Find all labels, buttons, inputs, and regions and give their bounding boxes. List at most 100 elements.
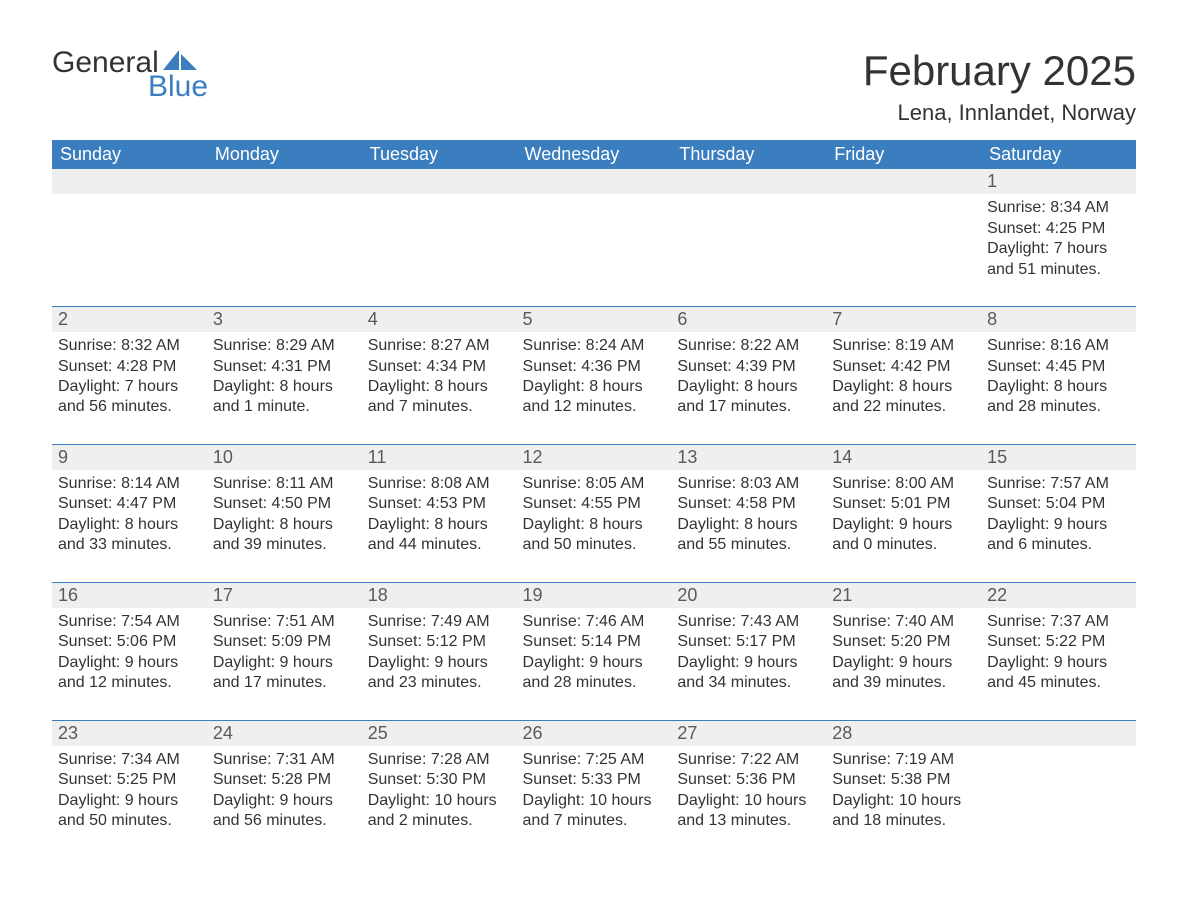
sunrise-line: Sunrise: 7:46 AM [523, 612, 666, 632]
day-number-cell: 10 [207, 445, 362, 470]
daynum-row: 1 [52, 169, 1136, 194]
day-body-cell: Sunrise: 7:57 AMSunset: 5:04 PMDaylight:… [981, 470, 1136, 582]
day2-line: and 28 minutes. [987, 397, 1130, 417]
day1-line: Daylight: 7 hours [987, 239, 1130, 259]
day-body-cell: Sunrise: 8:03 AMSunset: 4:58 PMDaylight:… [671, 470, 826, 582]
day-number-cell: 22 [981, 583, 1136, 608]
day-number-cell: 25 [362, 721, 517, 746]
day-body-cell [207, 194, 362, 306]
sunset-line: Sunset: 4:47 PM [58, 494, 201, 514]
day-body-cell: Sunrise: 8:24 AMSunset: 4:36 PMDaylight:… [517, 332, 672, 444]
day-number-cell [207, 169, 362, 194]
day-body-cell: Sunrise: 7:37 AMSunset: 5:22 PMDaylight:… [981, 608, 1136, 720]
day-body-cell: Sunrise: 7:28 AMSunset: 5:30 PMDaylight:… [362, 746, 517, 858]
day1-line: Daylight: 10 hours [368, 791, 511, 811]
day-body-cell [671, 194, 826, 306]
sunset-line: Sunset: 4:50 PM [213, 494, 356, 514]
day-body-cell: Sunrise: 8:22 AMSunset: 4:39 PMDaylight:… [671, 332, 826, 444]
sunrise-line: Sunrise: 7:31 AM [213, 750, 356, 770]
day-body-cell: Sunrise: 8:19 AMSunset: 4:42 PMDaylight:… [826, 332, 981, 444]
day1-line: Daylight: 9 hours [213, 653, 356, 673]
sunrise-line: Sunrise: 8:22 AM [677, 336, 820, 356]
sunrise-line: Sunrise: 7:34 AM [58, 750, 201, 770]
daybody-row: Sunrise: 8:14 AMSunset: 4:47 PMDaylight:… [52, 470, 1136, 582]
day1-line: Daylight: 8 hours [523, 515, 666, 535]
day-body-cell: Sunrise: 8:16 AMSunset: 4:45 PMDaylight:… [981, 332, 1136, 444]
sunrise-line: Sunrise: 8:05 AM [523, 474, 666, 494]
day1-line: Daylight: 8 hours [368, 377, 511, 397]
sunrise-line: Sunrise: 7:40 AM [832, 612, 975, 632]
sunset-line: Sunset: 5:06 PM [58, 632, 201, 652]
day1-line: Daylight: 10 hours [832, 791, 975, 811]
day2-line: and 23 minutes. [368, 673, 511, 693]
sunrise-line: Sunrise: 8:16 AM [987, 336, 1130, 356]
sunset-line: Sunset: 5:33 PM [523, 770, 666, 790]
day1-line: Daylight: 7 hours [58, 377, 201, 397]
day1-line: Daylight: 10 hours [677, 791, 820, 811]
sunset-line: Sunset: 4:58 PM [677, 494, 820, 514]
day1-line: Daylight: 8 hours [523, 377, 666, 397]
day-body-cell: Sunrise: 7:54 AMSunset: 5:06 PMDaylight:… [52, 608, 207, 720]
sunrise-line: Sunrise: 8:24 AM [523, 336, 666, 356]
day2-line: and 51 minutes. [987, 260, 1130, 280]
header-row: General Blue February 2025 Lena, Innland… [52, 48, 1136, 126]
sunrise-line: Sunrise: 8:11 AM [213, 474, 356, 494]
day-number-cell: 16 [52, 583, 207, 608]
day-number-cell: 2 [52, 307, 207, 332]
day2-line: and 7 minutes. [523, 811, 666, 831]
day-body-cell: Sunrise: 7:19 AMSunset: 5:38 PMDaylight:… [826, 746, 981, 858]
sunrise-line: Sunrise: 8:08 AM [368, 474, 511, 494]
sunset-line: Sunset: 4:39 PM [677, 357, 820, 377]
day-body-cell: Sunrise: 8:05 AMSunset: 4:55 PMDaylight:… [517, 470, 672, 582]
day2-line: and 44 minutes. [368, 535, 511, 555]
sunset-line: Sunset: 4:34 PM [368, 357, 511, 377]
sunrise-line: Sunrise: 7:49 AM [368, 612, 511, 632]
logo: General Blue [52, 48, 208, 102]
sunset-line: Sunset: 5:22 PM [987, 632, 1130, 652]
day-number-cell: 21 [826, 583, 981, 608]
day2-line: and 34 minutes. [677, 673, 820, 693]
sunrise-line: Sunrise: 7:25 AM [523, 750, 666, 770]
sunrise-line: Sunrise: 7:22 AM [677, 750, 820, 770]
day2-line: and 22 minutes. [832, 397, 975, 417]
day-body-cell: Sunrise: 7:22 AMSunset: 5:36 PMDaylight:… [671, 746, 826, 858]
day-number-cell: 4 [362, 307, 517, 332]
sunrise-line: Sunrise: 8:03 AM [677, 474, 820, 494]
day-number-cell [517, 169, 672, 194]
day2-line: and 7 minutes. [368, 397, 511, 417]
day-number-cell [671, 169, 826, 194]
col-header: Thursday [671, 140, 826, 169]
day-number-cell: 17 [207, 583, 362, 608]
day1-line: Daylight: 9 hours [58, 791, 201, 811]
sunset-line: Sunset: 4:53 PM [368, 494, 511, 514]
day-number-cell: 6 [671, 307, 826, 332]
day2-line: and 1 minute. [213, 397, 356, 417]
page-title: February 2025 [863, 48, 1136, 94]
day2-line: and 33 minutes. [58, 535, 201, 555]
day1-line: Daylight: 9 hours [832, 653, 975, 673]
day2-line: and 2 minutes. [368, 811, 511, 831]
day2-line: and 56 minutes. [58, 397, 201, 417]
day1-line: Daylight: 8 hours [368, 515, 511, 535]
col-header: Monday [207, 140, 362, 169]
sunrise-line: Sunrise: 7:28 AM [368, 750, 511, 770]
day-number-cell [981, 721, 1136, 746]
day2-line: and 28 minutes. [523, 673, 666, 693]
day1-line: Daylight: 9 hours [677, 653, 820, 673]
sunrise-line: Sunrise: 8:00 AM [832, 474, 975, 494]
day-number-cell: 18 [362, 583, 517, 608]
sunset-line: Sunset: 5:09 PM [213, 632, 356, 652]
day2-line: and 56 minutes. [213, 811, 356, 831]
day1-line: Daylight: 8 hours [58, 515, 201, 535]
sunset-line: Sunset: 5:38 PM [832, 770, 975, 790]
day-body-cell: Sunrise: 8:08 AMSunset: 4:53 PMDaylight:… [362, 470, 517, 582]
day2-line: and 45 minutes. [987, 673, 1130, 693]
sunset-line: Sunset: 5:04 PM [987, 494, 1130, 514]
day-body-cell: Sunrise: 8:29 AMSunset: 4:31 PMDaylight:… [207, 332, 362, 444]
day-body-cell [362, 194, 517, 306]
sunset-line: Sunset: 4:28 PM [58, 357, 201, 377]
sunset-line: Sunset: 5:01 PM [832, 494, 975, 514]
day-body-cell: Sunrise: 8:27 AMSunset: 4:34 PMDaylight:… [362, 332, 517, 444]
day-number-cell: 20 [671, 583, 826, 608]
day-number-cell: 23 [52, 721, 207, 746]
